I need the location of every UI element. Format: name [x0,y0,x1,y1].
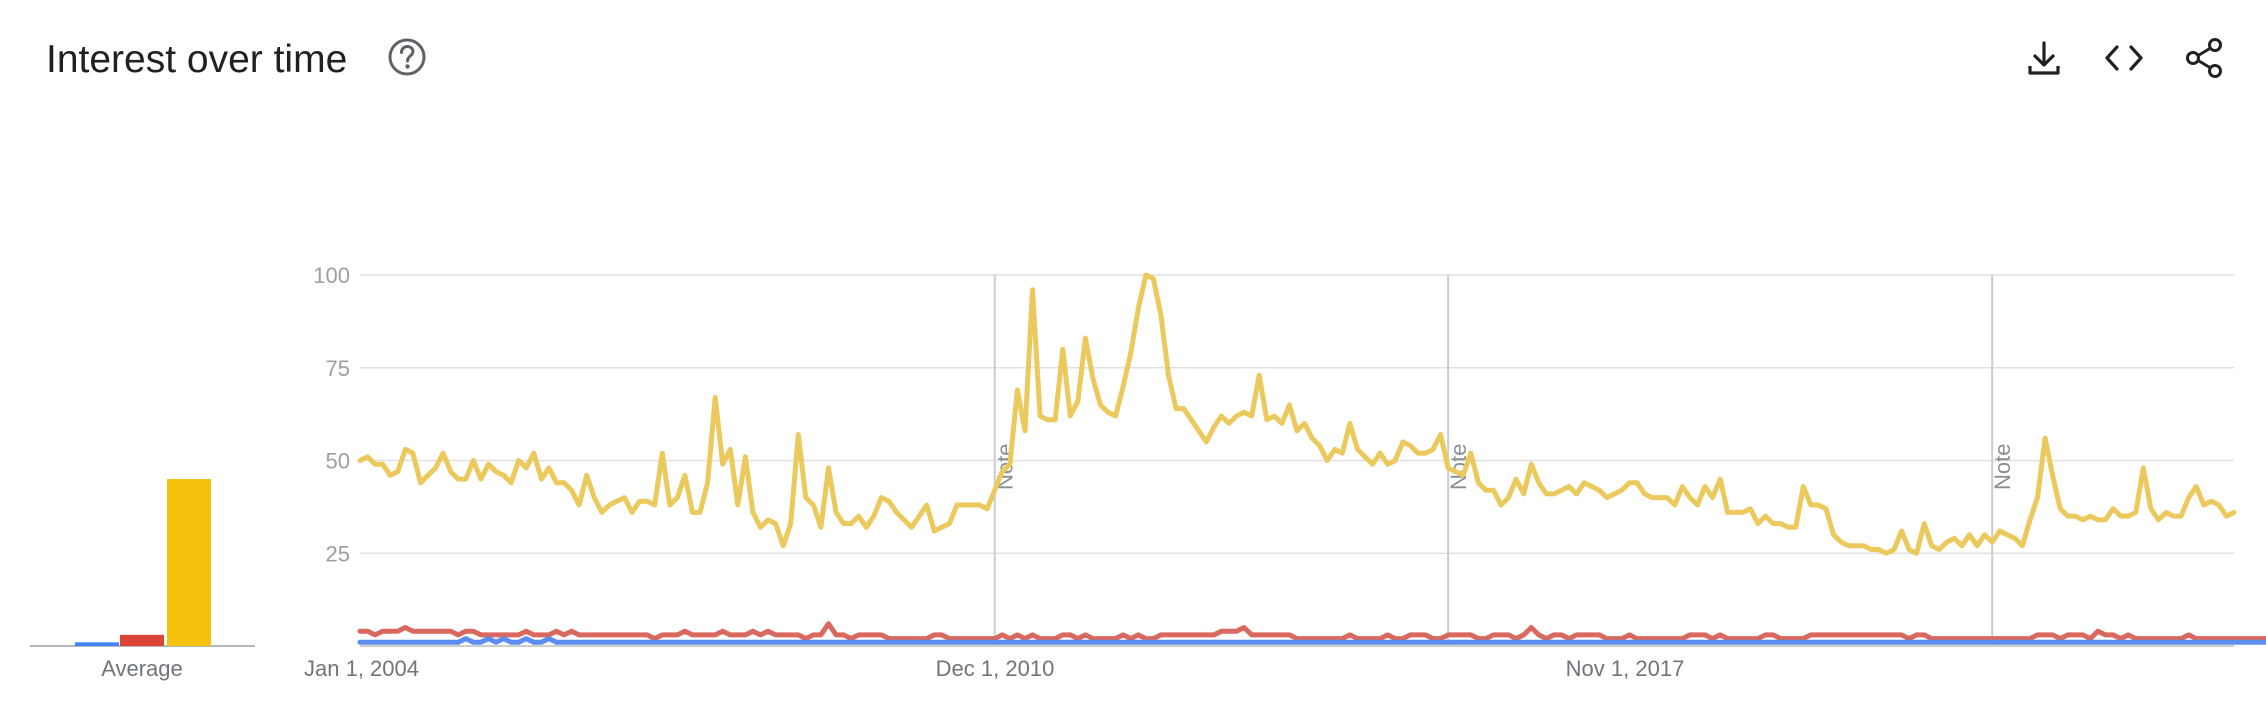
help-circle-icon[interactable] [385,35,429,79]
average-label: Average [101,656,183,681]
code-icon[interactable] [2102,36,2146,80]
note-label: Note [1990,444,2015,490]
average-bar [167,479,211,646]
x-tick-label: Dec 1, 2010 [936,656,1055,681]
average-bar [75,642,119,646]
chart-header: Interest over time [0,0,2266,120]
average-bar [120,634,164,646]
x-tick-label: Nov 1, 2017 [1566,656,1685,681]
series-line-1 [357,272,2237,556]
share-icon[interactable] [2182,36,2226,80]
series-line-3 [357,636,2266,645]
y-tick-label: 25 [326,541,350,566]
series-line-2 [357,621,2266,642]
y-tick-label: 100 [313,263,350,288]
y-tick-label: 75 [326,356,350,381]
page-title: Interest over time [46,38,348,81]
download-icon[interactable] [2022,36,2066,80]
x-tick-label: Jan 1, 2004 [304,656,419,681]
y-tick-label: 50 [326,449,350,474]
